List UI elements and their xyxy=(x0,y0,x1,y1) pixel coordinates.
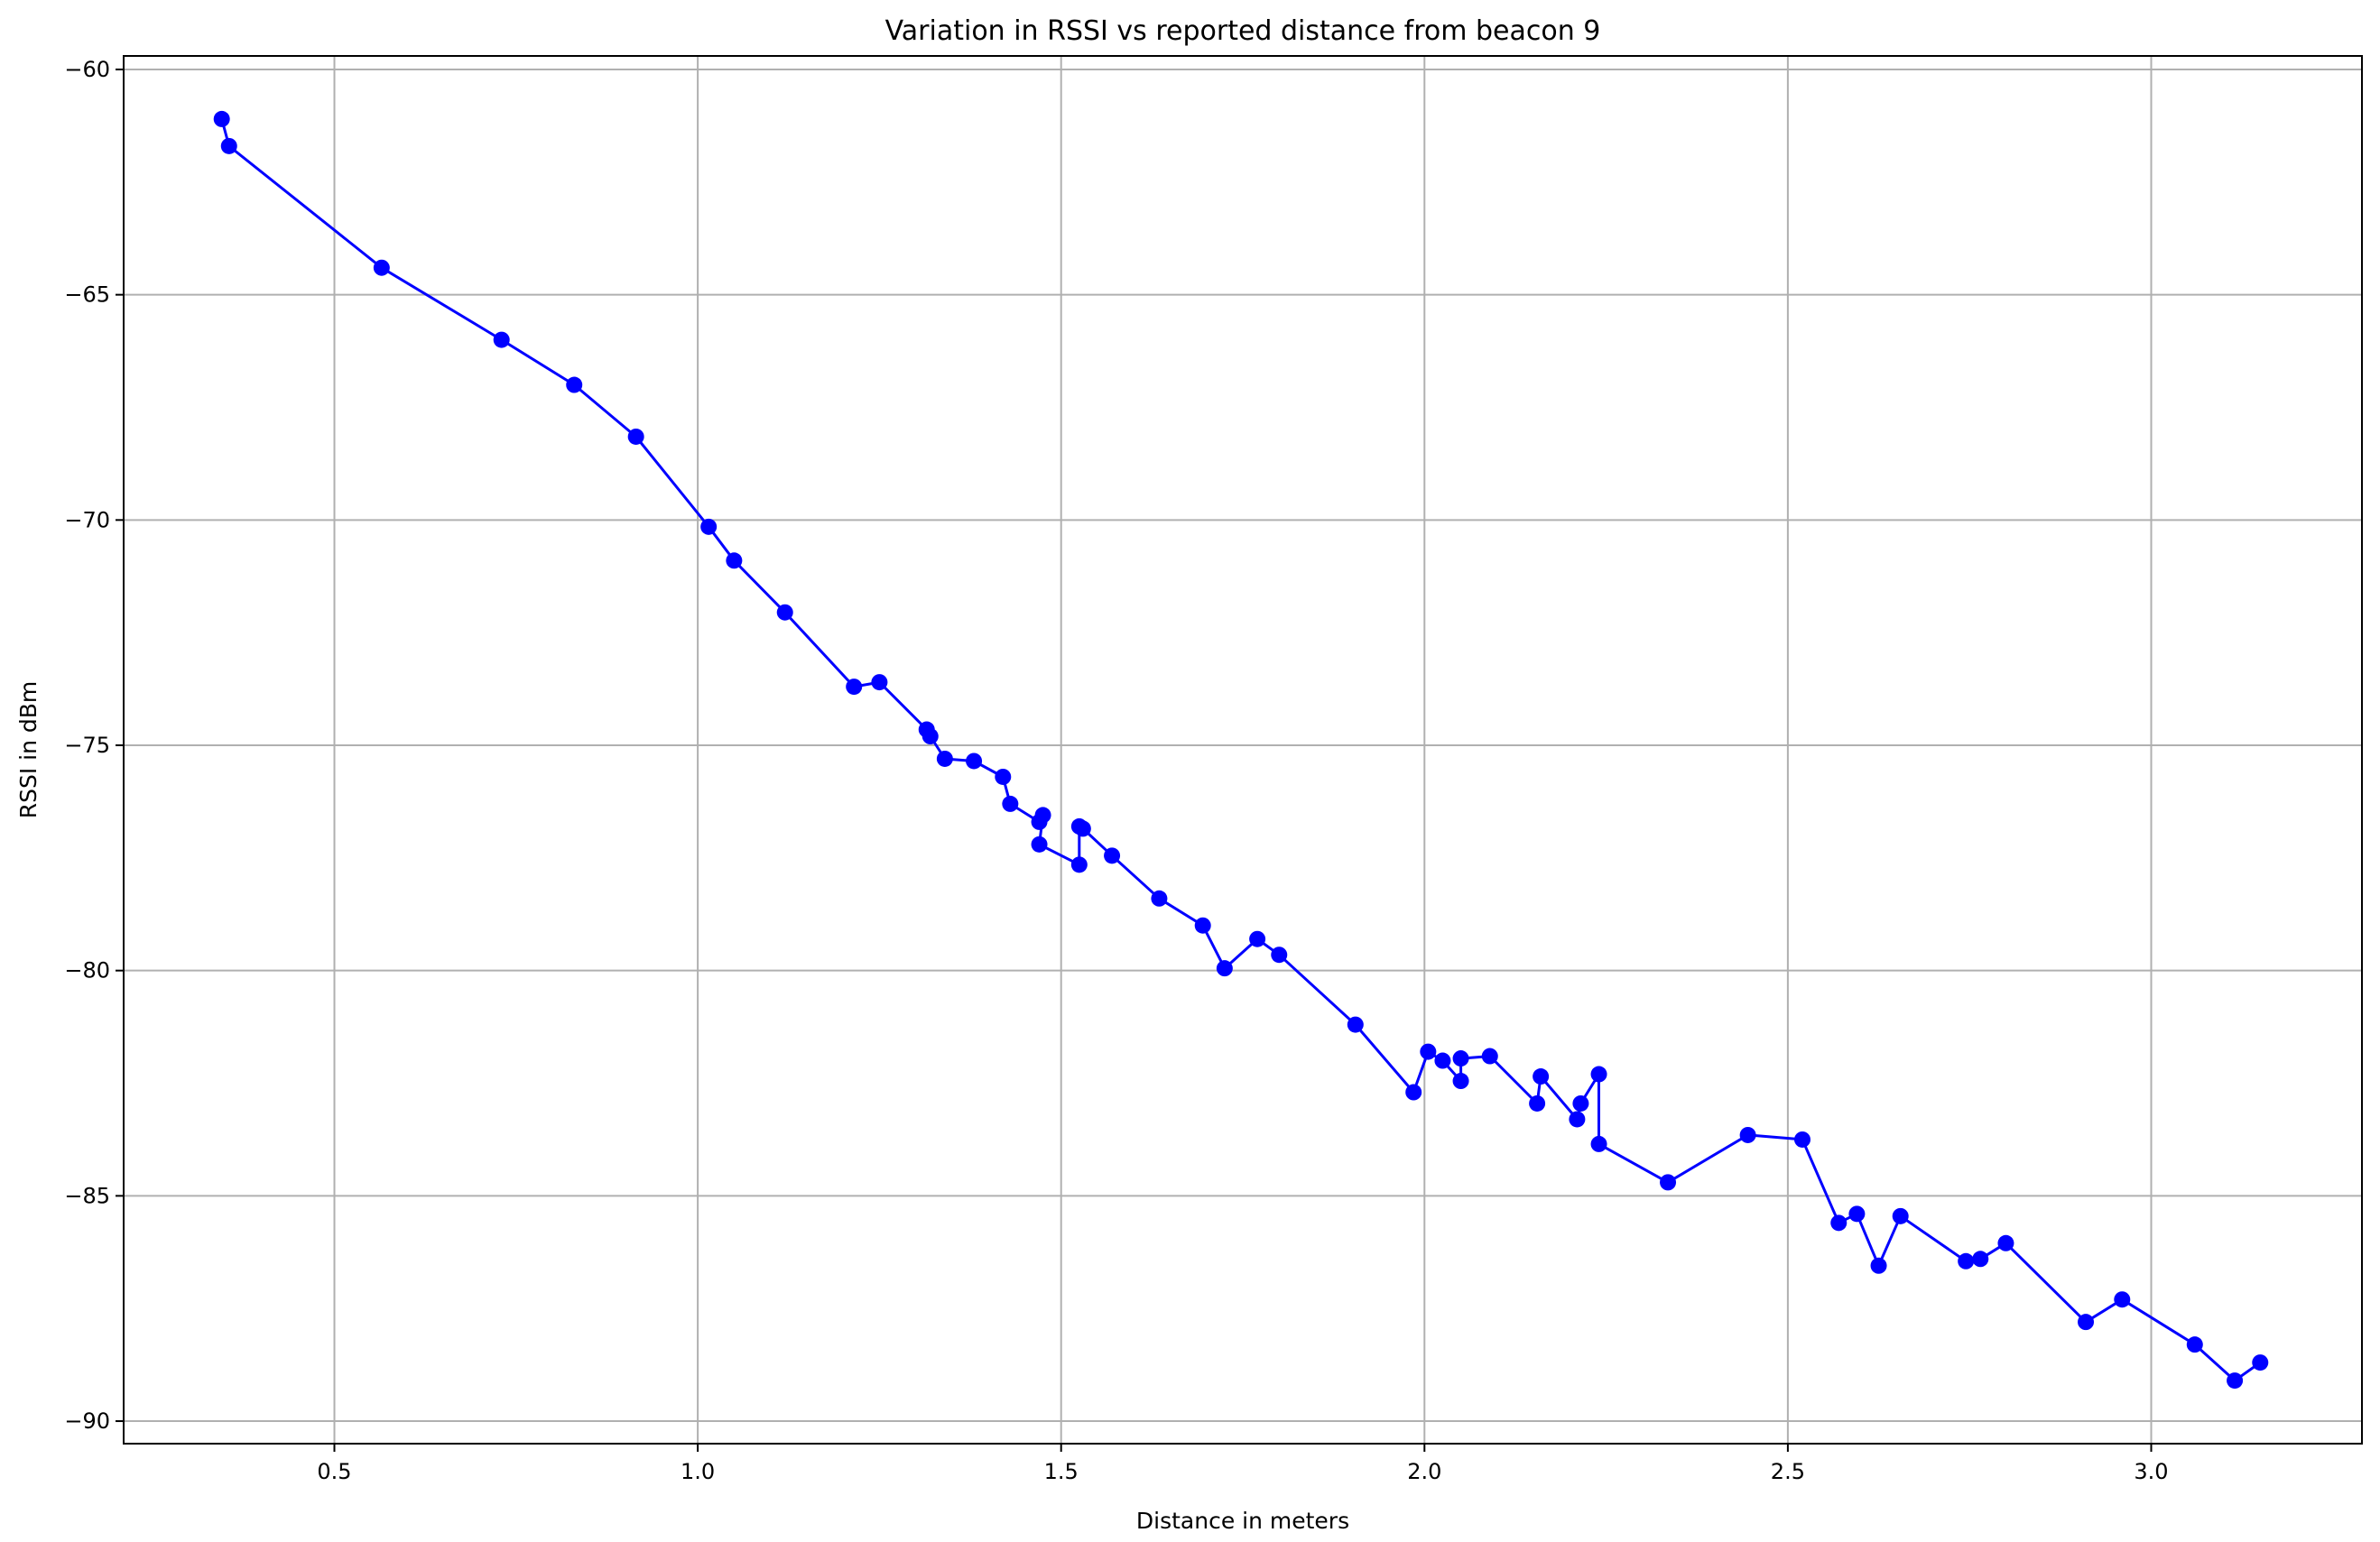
data-point xyxy=(966,753,983,770)
data-point xyxy=(995,768,1012,785)
data-point xyxy=(2252,1354,2269,1371)
data-point xyxy=(1249,930,1266,947)
data-point xyxy=(213,110,230,127)
data-point xyxy=(2078,1314,2095,1331)
data-point xyxy=(1104,847,1121,864)
x-tick-label: 2.5 xyxy=(1771,1459,1805,1484)
data-point xyxy=(1892,1207,1909,1224)
data-point xyxy=(1569,1111,1586,1128)
data-point xyxy=(1031,836,1048,853)
data-point xyxy=(1794,1131,1810,1148)
data-point xyxy=(566,376,583,393)
data-point xyxy=(1848,1205,1866,1223)
data-point xyxy=(726,552,743,569)
data-point xyxy=(1660,1174,1677,1191)
y-axis-label: RSSI in dBm xyxy=(15,681,42,819)
data-point xyxy=(1739,1126,1756,1143)
data-point xyxy=(1405,1084,1422,1101)
data-point xyxy=(2186,1336,2203,1353)
y-tick-label: −75 xyxy=(64,733,110,758)
data-point xyxy=(776,604,793,621)
data-point xyxy=(1271,946,1288,964)
data-point xyxy=(220,137,237,154)
data-point xyxy=(1216,960,1233,977)
data-point xyxy=(1151,890,1168,907)
data-point xyxy=(1481,1048,1498,1065)
data-point xyxy=(1074,820,1091,837)
data-point xyxy=(936,750,953,767)
data-point xyxy=(1194,917,1211,934)
data-point xyxy=(1070,856,1088,873)
chart-title: Variation in RSSI vs reported distance f… xyxy=(885,15,1601,47)
data-point xyxy=(1002,795,1019,812)
gridlines xyxy=(124,56,2362,1444)
x-tick-label: 3.0 xyxy=(2134,1459,2168,1484)
data-point xyxy=(871,674,888,691)
data-point xyxy=(921,728,939,745)
data-point xyxy=(2114,1291,2131,1308)
x-tick-label: 1.5 xyxy=(1044,1459,1079,1484)
data-point xyxy=(1452,1073,1469,1090)
plot-frame xyxy=(123,55,2363,1445)
y-tick-label: −60 xyxy=(64,57,110,82)
data-point xyxy=(1870,1257,1887,1274)
data-point xyxy=(846,679,863,696)
data-point xyxy=(1529,1094,1546,1112)
x-axis-label: Distance in meters xyxy=(1136,1508,1349,1534)
data-point xyxy=(1572,1094,1589,1112)
data-point xyxy=(700,518,718,535)
data-point xyxy=(1590,1066,1607,1083)
data-point xyxy=(1972,1251,1989,1268)
data-point xyxy=(2227,1372,2244,1390)
x-tick-label: 2.0 xyxy=(1407,1459,1441,1484)
data-point xyxy=(1830,1214,1848,1232)
data-point xyxy=(1958,1252,1975,1270)
y-axis: −60 −65 −70 −75 −80 −85 −90 xyxy=(64,57,124,1434)
y-tick-label: −80 xyxy=(64,958,110,983)
data-points xyxy=(213,110,2269,1390)
data-point xyxy=(1452,1050,1469,1067)
y-tick-label: −65 xyxy=(64,282,110,308)
data-point xyxy=(1420,1043,1437,1060)
y-tick-label: −90 xyxy=(64,1408,110,1434)
x-axis: 0.5 1.0 1.5 2.0 2.5 3.0 xyxy=(317,1444,2169,1484)
data-point xyxy=(373,259,390,276)
data-point xyxy=(493,331,510,348)
data-point xyxy=(627,428,644,445)
y-tick-label: −70 xyxy=(64,507,110,532)
x-tick-label: 1.0 xyxy=(681,1459,715,1484)
data-point xyxy=(1434,1052,1451,1069)
data-point xyxy=(1034,807,1051,824)
data-point xyxy=(1997,1234,2014,1251)
data-point xyxy=(1347,1016,1364,1033)
x-tick-label: 0.5 xyxy=(317,1459,351,1484)
data-point xyxy=(1533,1068,1550,1085)
data-point xyxy=(1590,1135,1607,1152)
y-tick-label: −85 xyxy=(64,1183,110,1208)
